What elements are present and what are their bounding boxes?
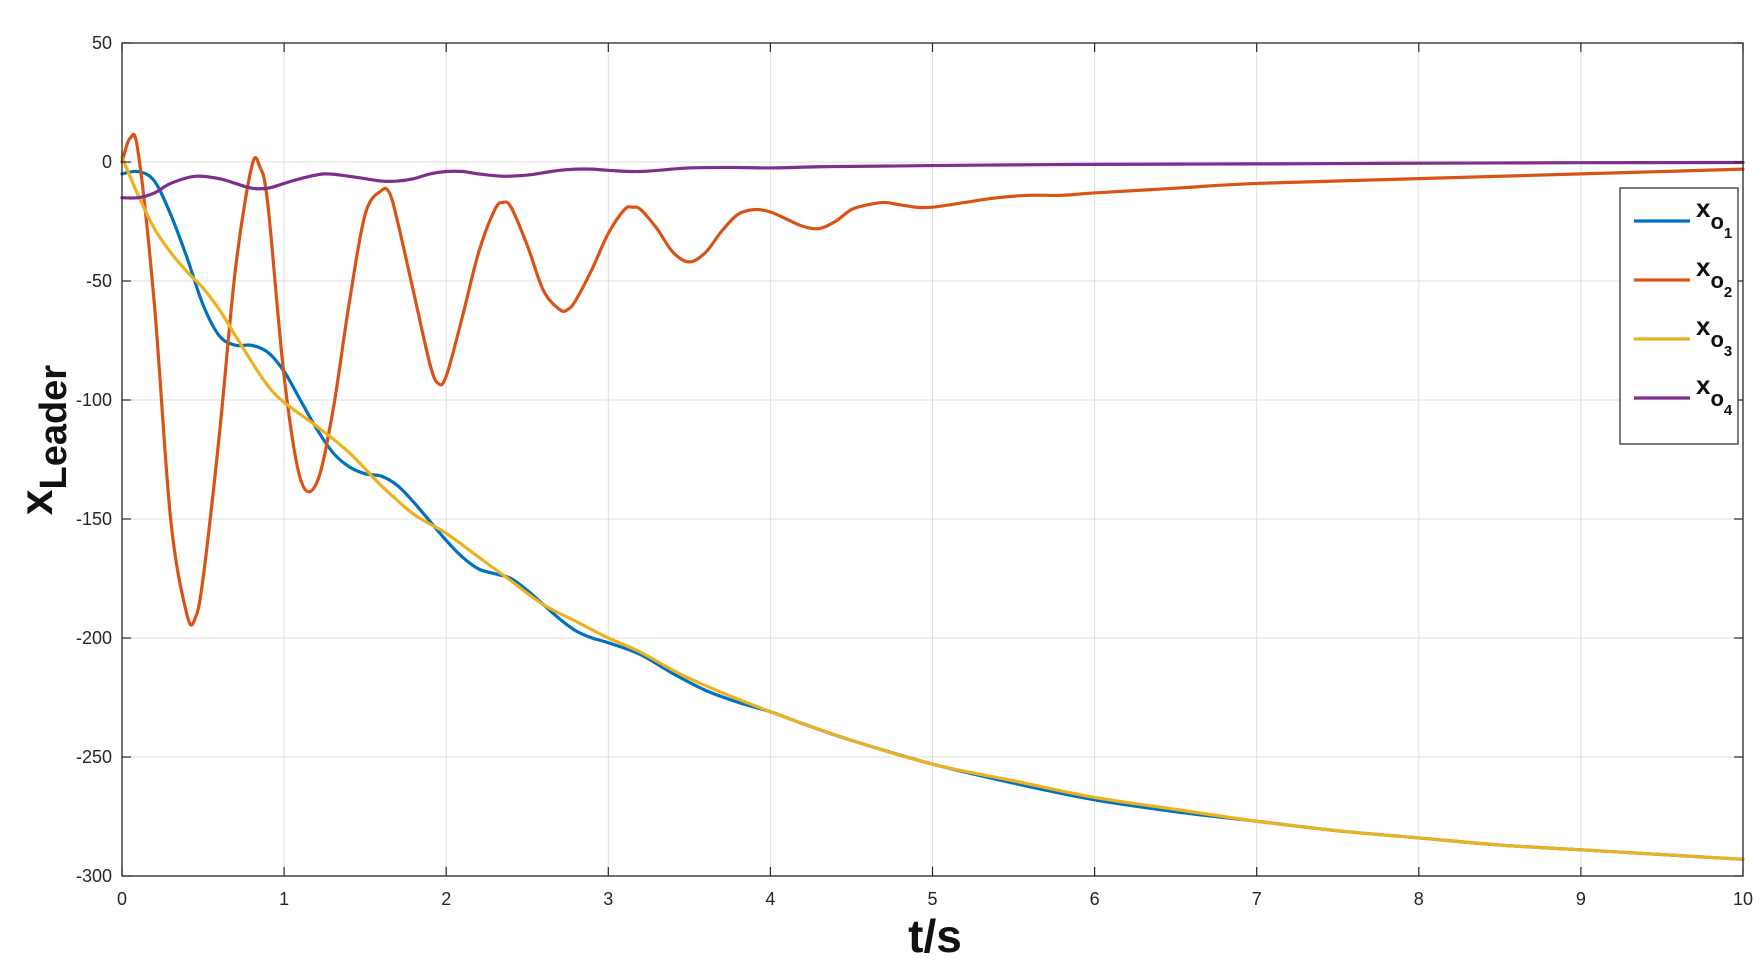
- series-line-x-o4: [120, 160, 1745, 200]
- x-tick-label: 1: [279, 889, 289, 909]
- grid-lines: [122, 43, 1743, 876]
- series-line-x-o2: [120, 132, 1745, 627]
- legend-box: [1619, 187, 1739, 445]
- x-tick-label: 7: [1252, 889, 1262, 909]
- legend-label-sub: o: [1710, 386, 1723, 411]
- legend-label-sub: o: [1710, 268, 1723, 293]
- series-line-x-o3: [120, 155, 1745, 861]
- x-axis-label: t/s: [908, 910, 962, 962]
- series-lines: [120, 132, 1745, 861]
- x-tick-label: 6: [1090, 889, 1100, 909]
- x-tick-label: 4: [765, 889, 775, 909]
- y-tick-label: -50: [86, 271, 112, 291]
- legend-label-base: x: [1696, 193, 1711, 223]
- y-axis-label-sub: Leader: [33, 365, 75, 490]
- legend-label-base: x: [1696, 370, 1711, 400]
- x-tick-label: 8: [1414, 889, 1424, 909]
- legend-label: xo1: [1696, 193, 1732, 242]
- y-axis-label-base: x: [10, 489, 62, 515]
- legend-label-sub: o: [1710, 209, 1723, 234]
- y-tick-label: -150: [76, 509, 112, 529]
- y-tick-labels: 50 0 -50 -100 -150 -200 -250 -300: [76, 33, 112, 886]
- x-tick-labels: 0 1 2 3 4 5 6 7 8 9 10: [117, 889, 1753, 909]
- legend-label-sub: o: [1710, 327, 1723, 352]
- y-tick-label: 0: [102, 152, 112, 172]
- svg-text:xLeader: xLeader: [10, 365, 75, 515]
- legend-label-base: x: [1696, 311, 1711, 341]
- x-tick-label: 3: [603, 889, 613, 909]
- legend-label-index: 2: [1724, 284, 1732, 301]
- x-tick-label: 2: [441, 889, 451, 909]
- legend-label-index: 3: [1724, 343, 1732, 360]
- legend-label-index: 1: [1724, 225, 1732, 242]
- y-tick-label: -250: [76, 747, 112, 767]
- legend-label: xo3: [1696, 311, 1732, 360]
- x-tick-label: 5: [927, 889, 937, 909]
- x-tick-label: 10: [1733, 889, 1753, 909]
- y-tick-label: 50: [92, 33, 112, 53]
- y-tick-label: -100: [76, 390, 112, 410]
- x-tick-label: 0: [117, 889, 127, 909]
- x-tick-label: 9: [1576, 889, 1586, 909]
- legend-label-index: 4: [1724, 402, 1733, 419]
- legend-label: xo2: [1696, 252, 1732, 301]
- y-tick-label: -300: [76, 866, 112, 886]
- legend-label: xo4: [1696, 370, 1733, 419]
- axis-ticks: [121, 42, 1744, 877]
- y-axis-label: xLeader: [10, 365, 75, 515]
- y-tick-label: -200: [76, 628, 112, 648]
- series-line-x-o1: [120, 169, 1745, 861]
- legend-label-base: x: [1696, 252, 1711, 282]
